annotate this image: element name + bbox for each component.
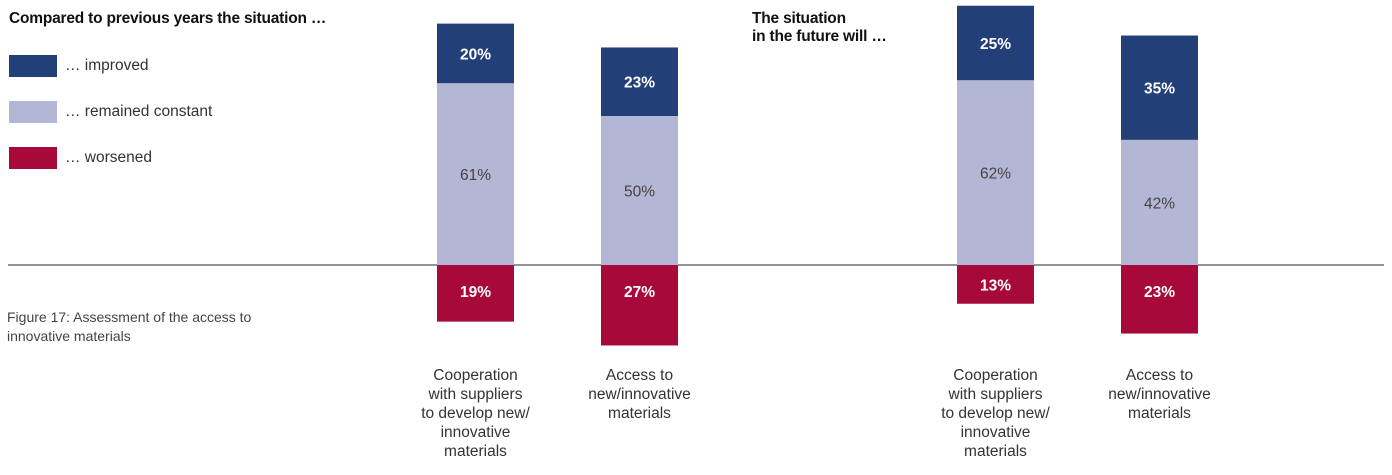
data-label-constant: 61%: [460, 167, 491, 184]
category-label-line: innovative: [961, 424, 1031, 441]
data-label-improved: 35%: [1144, 81, 1175, 98]
category-label-line: materials: [1128, 405, 1191, 422]
category-label-line: innovative: [441, 424, 511, 441]
legend-swatch: [9, 147, 57, 169]
legend-swatch: [9, 101, 57, 123]
category-label-line: to develop new/: [421, 405, 530, 422]
data-label-constant: 62%: [980, 166, 1011, 183]
bar-segment-improved: [601, 47, 678, 116]
data-label-improved: 25%: [980, 36, 1011, 53]
category-label: Cooperation with suppliers to develop new/…: [421, 367, 530, 460]
bar-segment-worsened: [957, 265, 1034, 304]
data-label-improved: 20%: [460, 46, 491, 63]
bar-segment-constant: [1121, 139, 1198, 265]
category-label-line: Cooperation: [953, 367, 1037, 384]
category-label-line: with suppliers: [428, 386, 523, 403]
legend-label: … improved: [65, 57, 149, 74]
legend-label: … worsened: [65, 149, 153, 166]
category-label: Access to new/innovative materials: [588, 367, 691, 422]
legend-swatch: [9, 55, 57, 77]
bar-segment-constant: [437, 83, 514, 265]
data-label-constant: 50%: [624, 184, 655, 201]
bar-segment-improved: [437, 23, 514, 84]
category-label-line: new/innovative: [1108, 386, 1211, 403]
heading-line: Compared to previous years the situation…: [9, 10, 327, 27]
category-label-line: new/innovative: [588, 386, 691, 403]
category-label-line: Access to: [1126, 367, 1193, 384]
bar-segment-worsened: [601, 265, 678, 346]
heading-line: The situation: [752, 10, 846, 27]
data-label-worsened: 27%: [624, 284, 655, 301]
category-label-line: materials: [444, 443, 507, 460]
category-label-line: with suppliers: [948, 386, 1043, 403]
figure-caption: Figure 17: Assessment of the access to i…: [7, 309, 252, 344]
data-label-constant: 42%: [1144, 195, 1175, 212]
category-label-line: Access to: [606, 367, 673, 384]
category-label-line: materials: [608, 405, 671, 422]
category-label-line: Cooperation: [433, 367, 517, 384]
category-label-line: to develop new/: [941, 405, 1050, 422]
bar-segment-worsened: [437, 265, 514, 322]
category-label-line: materials: [964, 443, 1027, 460]
data-label-worsened: 23%: [1144, 284, 1175, 301]
heading-line: in the future will …: [752, 28, 887, 45]
bar-segment-worsened: [1121, 265, 1198, 334]
bar-segment-improved: [1121, 35, 1198, 140]
chart-heading-future: The situation in the future will …: [752, 10, 887, 46]
data-label-improved: 23%: [624, 75, 655, 92]
legend-label: … remained constant: [65, 103, 213, 120]
bar-segment-constant: [957, 80, 1034, 266]
bar-segment-constant: [601, 116, 678, 265]
category-label: Cooperation with suppliers to develop new/…: [941, 367, 1050, 460]
data-label-worsened: 13%: [980, 277, 1011, 294]
data-label-worsened: 19%: [460, 284, 491, 301]
chart-heading-past: Compared to previous years the situation…: [9, 10, 326, 28]
category-label: Access to new/innovative materials: [1108, 367, 1211, 422]
bar-segment-improved: [957, 5, 1034, 81]
